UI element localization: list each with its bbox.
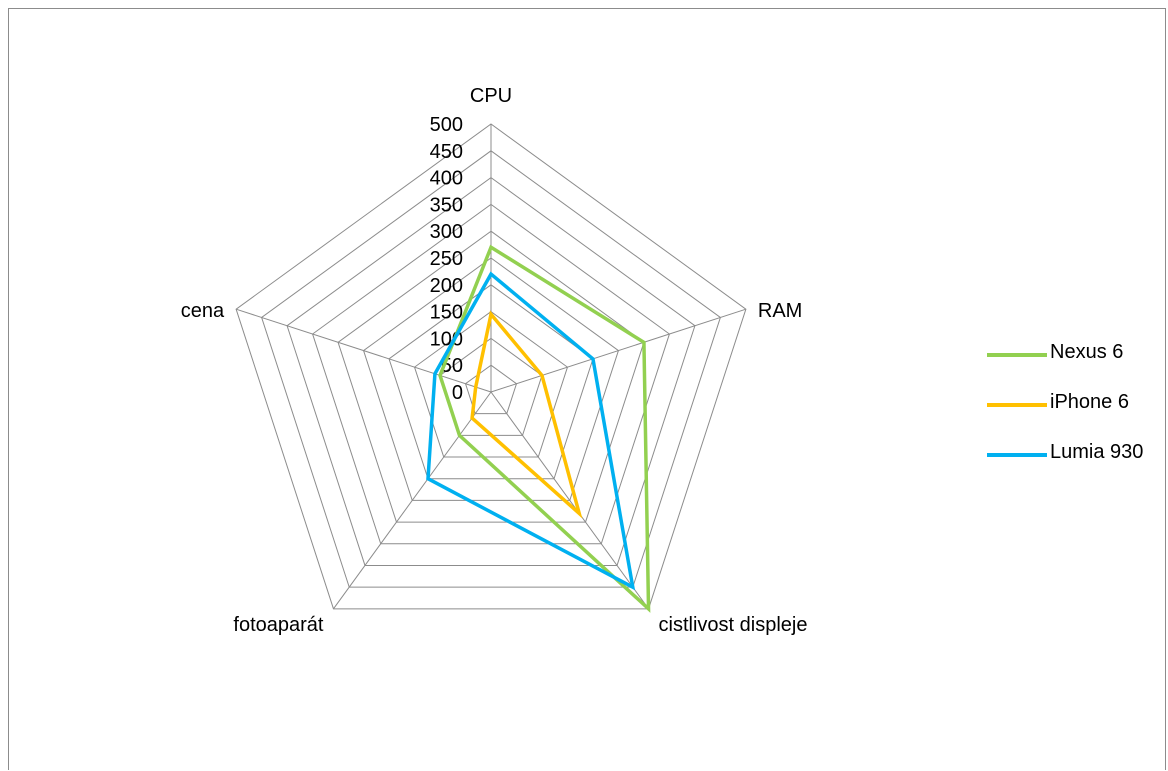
grid-ring-150	[413, 310, 569, 458]
legend-item: iPhone 6	[987, 391, 1167, 441]
grid-ring-50	[464, 364, 518, 415]
axis-label: cena	[181, 300, 225, 322]
axis-label: cistlivost displeje	[659, 614, 808, 636]
tick-label: 100	[430, 328, 463, 350]
axis-spoke	[490, 308, 747, 393]
axis-spoke	[490, 391, 649, 610]
grid-ring-500	[235, 123, 747, 610]
series-line-lumia-930	[426, 271, 636, 591]
series-line-iphone-6	[470, 310, 583, 519]
axis-label: RAM	[758, 300, 802, 322]
tick-label: 150	[430, 302, 463, 324]
tick-label: 0	[452, 382, 463, 404]
axis-spoke	[235, 308, 492, 393]
legend: Nexus 6 iPhone 6 Lumia 930	[987, 341, 1167, 491]
legend-item: Lumia 930	[987, 441, 1167, 491]
radar-plot: 050100150200250300350400450500CPURAMcist…	[181, 85, 808, 636]
tick-label: 500	[430, 114, 463, 136]
legend-label: iPhone 6	[1050, 391, 1129, 413]
tick-label: 400	[430, 168, 463, 190]
tick-label: 250	[430, 248, 463, 270]
tick-label: 200	[430, 275, 463, 297]
legend-swatch	[987, 353, 1047, 357]
legend-swatch	[987, 403, 1047, 407]
tick-label: 450	[430, 141, 463, 163]
axis-label: fotoaparát	[233, 614, 324, 636]
legend-label: Lumia 930	[1050, 441, 1144, 463]
legend-swatch	[987, 453, 1047, 457]
grid-ring-250	[362, 257, 620, 501]
tick-label: 300	[430, 221, 463, 243]
chart-area: 0 50 100 150 200 250 300 350 400 450 500 CPU RAM cist…	[8, 8, 1166, 770]
axis-spoke	[333, 391, 492, 610]
grid-ring-400	[286, 176, 696, 566]
legend-label: Nexus 6	[1050, 341, 1124, 363]
grid-ring-450	[261, 150, 721, 588]
axis-label: CPU	[470, 85, 512, 107]
series-line-nexus-6	[438, 244, 651, 613]
grid-ring-300	[337, 230, 645, 523]
legend-item: Nexus 6	[987, 341, 1167, 391]
grid-ring-350	[311, 203, 671, 545]
tick-label: 350	[430, 194, 463, 216]
